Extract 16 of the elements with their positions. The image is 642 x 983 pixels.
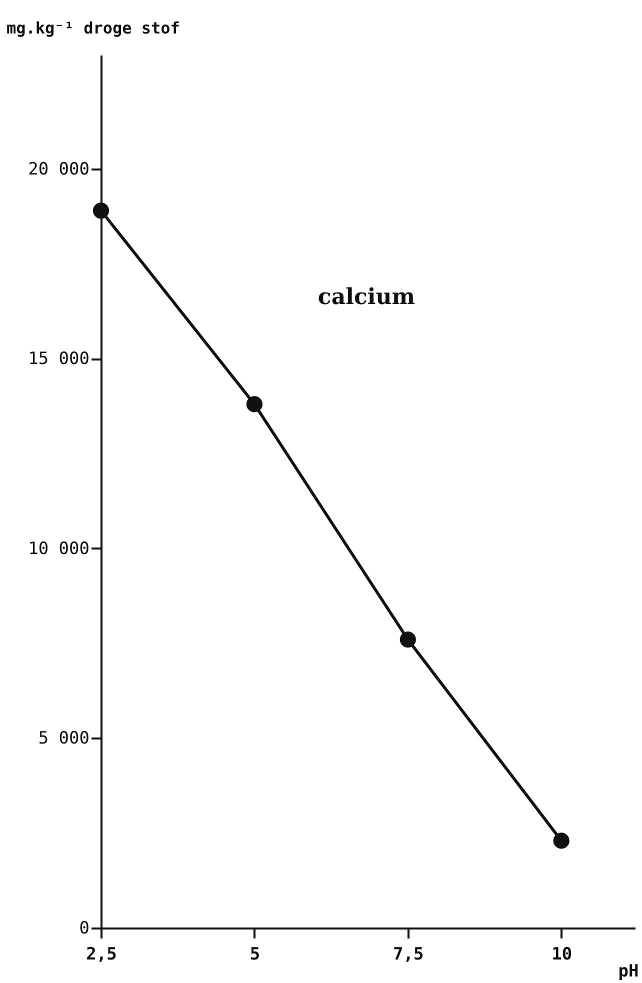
y-tick-label: 15 000 xyxy=(28,349,90,370)
x-axis-title: pH xyxy=(618,962,639,982)
x-tick-label: 5 xyxy=(250,944,260,964)
y-tick-label: 0 xyxy=(79,918,90,938)
text: calcium xyxy=(318,284,415,310)
x-tick-label: 10 xyxy=(552,944,572,964)
y-tick-label: 10 000 xyxy=(28,538,90,559)
point xyxy=(92,202,110,219)
y-tick-label: 20 000 xyxy=(28,159,90,180)
point xyxy=(246,396,263,412)
y-tick-label: 5 000 xyxy=(38,728,90,749)
x-tick-label: 7,5 xyxy=(393,944,424,964)
x-tick-label: 2,5 xyxy=(86,944,117,964)
point xyxy=(400,631,416,648)
point xyxy=(553,832,570,849)
y-axis-title: mg.kg⁻¹ droge stof xyxy=(6,18,180,38)
